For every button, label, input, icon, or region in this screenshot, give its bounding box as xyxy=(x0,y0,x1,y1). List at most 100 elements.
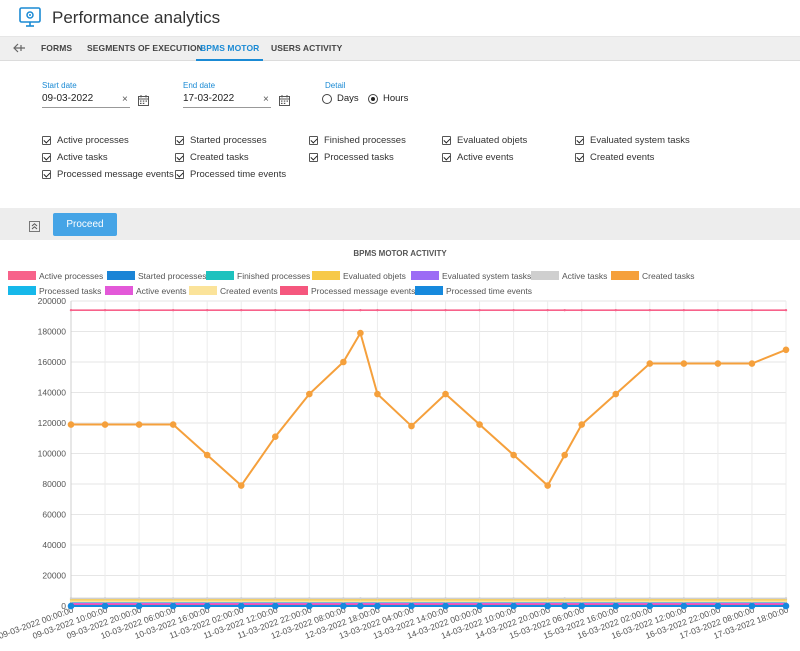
data-point xyxy=(682,597,686,600)
data-point xyxy=(410,600,413,603)
data-point xyxy=(203,451,211,459)
legend-item[interactable]: Created tasks xyxy=(611,271,694,281)
data-point xyxy=(512,600,515,603)
tab-bar: FORMS SEGMENTS OF EXECUTION BPMS MOTOR U… xyxy=(0,36,800,61)
data-point xyxy=(101,602,109,610)
data-point xyxy=(750,597,754,600)
legend-label: Evaluated objets xyxy=(343,271,406,281)
data-point xyxy=(359,597,362,600)
checkbox-active-tasks[interactable] xyxy=(42,153,51,162)
proceed-button[interactable]: Proceed xyxy=(53,213,117,236)
filter-form: Start date 09-03-2022 × End date 17-03-2… xyxy=(0,61,800,208)
back-arrow-icon[interactable] xyxy=(12,41,26,55)
data-point xyxy=(563,600,566,603)
data-point xyxy=(750,308,754,312)
data-point xyxy=(169,421,177,428)
data-point xyxy=(748,360,756,367)
checkbox-label: Active events xyxy=(457,152,514,163)
checkbox-created-events[interactable] xyxy=(575,153,584,162)
legend-swatch xyxy=(531,271,559,280)
checkbox-started-processes[interactable] xyxy=(175,136,184,145)
data-point xyxy=(578,421,586,428)
data-point xyxy=(784,597,788,600)
legend-label: Finished processes xyxy=(237,271,311,281)
checkbox-active-events[interactable] xyxy=(442,153,451,162)
legend-item[interactable]: Active tasks xyxy=(531,271,607,281)
detail-hours-radio[interactable] xyxy=(368,94,378,104)
legend-item[interactable]: Processed time events xyxy=(415,286,532,296)
tab-bpms-motor[interactable]: BPMS MOTOR xyxy=(196,37,264,61)
data-point xyxy=(308,597,311,600)
checkbox-processed-time-events[interactable] xyxy=(175,170,184,179)
data-point xyxy=(342,597,345,600)
start-date-calendar-icon[interactable] xyxy=(138,95,149,106)
legend-item[interactable]: Processed message events xyxy=(280,286,415,296)
tab-forms[interactable]: FORMS xyxy=(41,43,73,53)
data-point xyxy=(682,308,686,312)
tab-users-activity[interactable]: USERS ACTIVITY xyxy=(271,43,343,53)
end-date-calendar-icon[interactable] xyxy=(279,95,290,106)
data-point xyxy=(510,602,517,610)
detail-days-radio[interactable] xyxy=(322,94,332,104)
app-header: Performance analytics xyxy=(0,0,800,36)
data-point xyxy=(408,422,415,430)
legend-item[interactable]: Evaluated objets xyxy=(312,271,406,281)
data-point xyxy=(510,451,517,459)
legend-swatch xyxy=(105,286,133,295)
data-point xyxy=(374,390,381,398)
data-point xyxy=(646,602,654,610)
legend-swatch xyxy=(611,271,639,280)
legend-item[interactable]: Finished processes xyxy=(206,271,310,281)
checkbox-finished-processes[interactable] xyxy=(309,136,318,145)
legend-item[interactable]: Active processes xyxy=(8,271,103,281)
legend-item[interactable]: Evaluated system tasks xyxy=(411,271,531,281)
data-point xyxy=(546,308,549,312)
data-point xyxy=(614,308,617,312)
checkbox-created-tasks[interactable] xyxy=(175,153,184,162)
data-point xyxy=(308,308,311,312)
data-point xyxy=(680,360,688,367)
detail-days-label: Days xyxy=(337,93,359,104)
end-date-input[interactable]: 17-03-2022 xyxy=(183,91,271,108)
monitor-gear-icon xyxy=(19,7,41,27)
data-point xyxy=(578,602,586,610)
checkbox-evaluated-system-tasks[interactable] xyxy=(575,136,584,145)
end-date-clear-icon[interactable]: × xyxy=(263,94,269,105)
y-tick-label: 180000 xyxy=(38,327,67,337)
legend-label: Active tasks xyxy=(562,271,608,281)
checkbox-processed-tasks[interactable] xyxy=(309,153,318,162)
data-point xyxy=(646,360,654,367)
data-point xyxy=(240,600,243,603)
data-point xyxy=(308,600,311,603)
data-point xyxy=(614,600,617,603)
data-point xyxy=(240,597,243,600)
data-point xyxy=(561,451,568,459)
checkbox-label: Created tasks xyxy=(190,152,249,163)
y-tick-label: 60000 xyxy=(42,510,66,520)
tab-segments-of-execution[interactable]: SEGMENTS OF EXECUTION xyxy=(87,43,203,53)
data-point xyxy=(376,308,379,312)
checkbox-evaluated-objets[interactable] xyxy=(442,136,451,145)
data-point xyxy=(274,597,277,600)
checkbox-processed-message-events[interactable] xyxy=(42,170,51,179)
collapse-up-icon[interactable] xyxy=(29,221,40,232)
legend-label: Created tasks xyxy=(642,271,695,281)
checkbox-label: Created events xyxy=(590,152,655,163)
legend-item[interactable]: Started processes xyxy=(107,271,207,281)
data-point xyxy=(103,597,107,600)
start-date-input[interactable]: 09-03-2022 xyxy=(42,91,130,108)
legend-item[interactable]: Processed tasks xyxy=(8,286,101,296)
legend-item[interactable]: Created events xyxy=(189,286,278,296)
legend-item[interactable]: Active events xyxy=(105,286,187,296)
data-point xyxy=(563,308,566,312)
data-point xyxy=(478,600,481,603)
data-point xyxy=(512,308,515,312)
data-point xyxy=(544,482,551,489)
checkbox-active-processes[interactable] xyxy=(42,136,51,145)
data-point xyxy=(408,602,415,610)
start-date-clear-icon[interactable]: × xyxy=(122,94,128,105)
data-point xyxy=(546,597,549,600)
data-point xyxy=(784,308,788,312)
y-tick-label: 200000 xyxy=(38,296,67,306)
